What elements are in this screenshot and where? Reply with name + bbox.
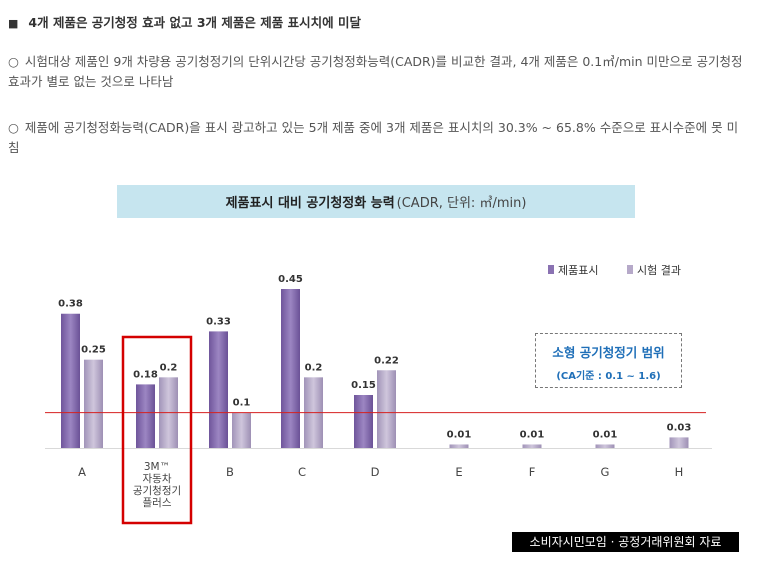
circle-bullet-icon: ○ — [8, 120, 19, 135]
x-tick-label: D — [371, 465, 380, 479]
bar-labeled — [61, 313, 80, 448]
paragraph-label-claims: ○ 제품에 공기청정화능력(CADR)을 표시 광고하고 있는 5개 제품 중에 … — [8, 118, 748, 158]
paragraph-text: 시험대상 제품인 9개 차량용 공기청정기의 단위시간당 공기청정화능력(CAD… — [8, 54, 743, 89]
x-tick-label: B — [226, 465, 234, 479]
bar-value-label: 0.22 — [374, 355, 399, 366]
legend-swatch — [548, 265, 554, 274]
bar-value-label: 0.33 — [206, 316, 231, 327]
bar-value-label: 0.18 — [133, 369, 158, 380]
square-bullet-icon: ■ — [8, 17, 19, 30]
x-tick-label: C — [298, 465, 306, 479]
bar-value-label: 0.2 — [305, 362, 323, 373]
x-tick-label: A — [78, 465, 86, 479]
legend-swatch — [627, 265, 633, 274]
x-tick-label: 자동차 — [143, 473, 172, 485]
x-tick-label: 플러스 — [143, 497, 172, 509]
bar-labeled — [354, 395, 373, 448]
bar-value-label: 0.2 — [160, 362, 178, 373]
bar-value-label: 0.38 — [58, 299, 83, 310]
paragraph-cadr-comparison: ○ 시험대상 제품인 9개 차량용 공기청정기의 단위시간당 공기청정화능력(CA… — [8, 52, 748, 92]
bar-value-label: 0.01 — [447, 429, 472, 440]
bar-value-label: 0.15 — [351, 380, 376, 391]
range-note-title: 소형 공기청정기 범위 — [552, 345, 665, 360]
bar-labeled — [281, 289, 300, 448]
bar-value-label: 0.01 — [520, 429, 545, 440]
highlight-box — [121, 335, 193, 525]
bar-labeled — [136, 384, 155, 448]
range-note-criteria: (CA기준 : 0.1 ~ 1.6) — [556, 371, 661, 382]
chart-title: 제품표시 대비 공기청정화 능력 (CADR, 단위: ㎥/min) — [117, 185, 635, 218]
bar-tested — [232, 412, 251, 448]
heading-text: 4개 제품은 공기청정 효과 없고 3개 제품은 제품 표시치에 미달 — [28, 15, 361, 30]
x-tick-label: H — [675, 465, 684, 479]
bar-value-label: 0.01 — [593, 429, 618, 440]
bar-tested — [84, 359, 103, 448]
small-purifier-range-note: 소형 공기청정기 범위 (CA기준 : 0.1 ~ 1.6) — [535, 333, 682, 388]
bar-tested — [377, 370, 396, 448]
x-tick-label: E — [455, 465, 462, 479]
x-tick-label: F — [529, 465, 536, 479]
bar-value-label: 0.25 — [81, 345, 106, 356]
bar-tested — [522, 444, 542, 448]
x-tick-label: 공기청정기 — [133, 485, 181, 497]
bar-tested — [595, 444, 615, 448]
x-tick-label: 3M™ — [144, 461, 170, 473]
paragraph-text: 제품에 공기청정화능력(CADR)을 표시 광고하고 있는 5개 제품 중에 3… — [8, 120, 739, 155]
legend-label: 제품표시 — [558, 264, 598, 277]
legend-label: 시험 결과 — [637, 264, 681, 277]
bar-labeled — [209, 331, 228, 448]
bar-tested — [669, 437, 689, 448]
bar-value-label: 0.03 — [667, 422, 692, 433]
source-credit: 소비자시민모임 · 공정거래위원회 자료 — [512, 532, 739, 552]
chart-title-main: 제품표시 대비 공기청정화 능력 — [225, 196, 395, 211]
bar-tested — [449, 444, 469, 448]
section-heading: ■ 4개 제품은 공기청정 효과 없고 3개 제품은 제품 표시치에 미달 — [8, 12, 361, 31]
x-tick-label: G — [601, 465, 610, 479]
bar-value-label: 0.45 — [278, 274, 303, 285]
bar-value-label: 0.1 — [233, 398, 251, 409]
chart-title-unit: (CADR, 단위: ㎥/min) — [396, 196, 527, 211]
circle-bullet-icon: ○ — [8, 54, 19, 69]
